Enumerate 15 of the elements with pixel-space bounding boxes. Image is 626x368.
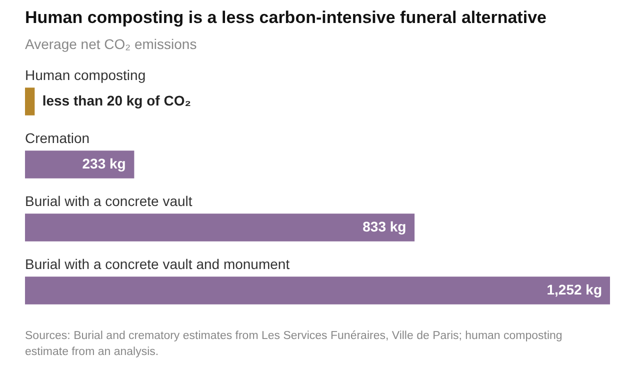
data-label: 833 kg <box>362 218 406 234</box>
bar <box>25 276 610 304</box>
chart-title: Human composting is a less carbon-intensive funeral alternative <box>25 8 546 28</box>
y-tick-label: Burial with a concrete vault <box>25 192 192 209</box>
y-tick-label: Burial with a concrete vault and monument <box>25 256 290 272</box>
chart-subtitle: Average net CO₂ emissions <box>25 36 197 52</box>
bar <box>25 214 415 242</box>
y-tick-label: Cremation <box>25 130 90 146</box>
data-label: 233 kg <box>82 155 126 172</box>
data-label: less than 20 kg of CO₂ <box>42 92 191 108</box>
source-note: Sources: Burial and crematory estimates from Les Services Funéraires, Ville de Paris; human composting estimate from an analysis. <box>25 329 564 360</box>
bar <box>25 150 134 178</box>
bar <box>25 88 35 116</box>
data-label: 1,252 kg <box>546 281 602 298</box>
y-tick-label: Human composting <box>25 66 146 83</box>
